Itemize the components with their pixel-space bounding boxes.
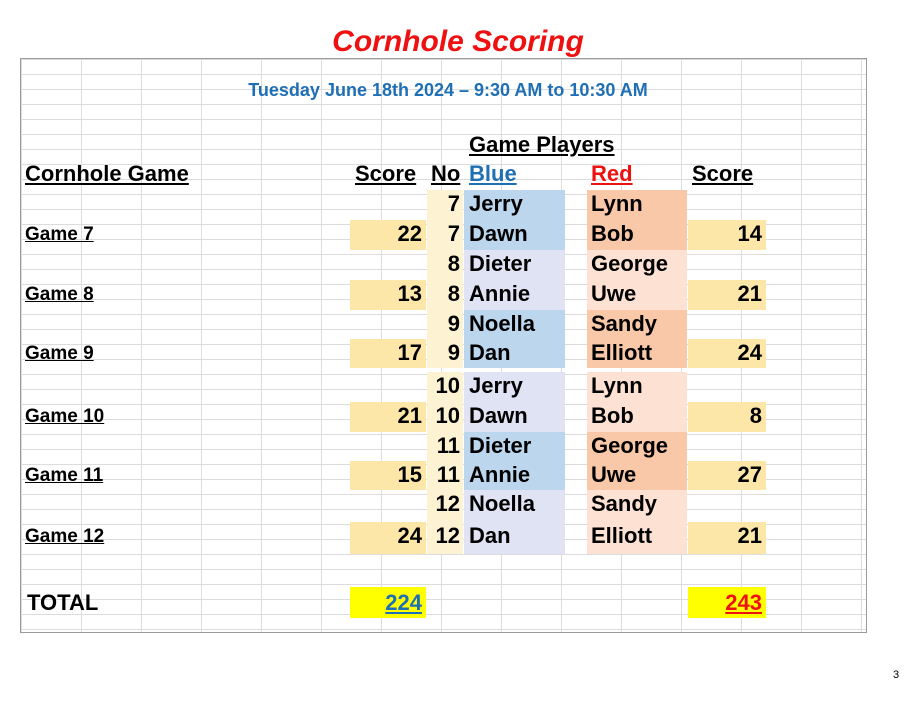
game-number: 7 [447,191,460,216]
total-label: TOTAL [27,590,99,615]
red-score-fill [688,220,766,250]
red-players-fill [587,250,687,310]
blue-player: Dawn [469,403,528,428]
score-left-header: Score [355,161,417,186]
game-label: Game 12 [25,526,105,547]
blue-player: Dan [469,523,511,548]
game-number: 12 [435,523,460,548]
red-score-fill [688,402,766,432]
blue-player: Dieter [469,251,532,276]
game-number: 9 [447,311,460,336]
game-label: Game 11 [25,465,104,486]
no-fill [427,490,463,554]
red-score-fill [688,461,766,490]
blue-score: 21 [397,403,422,428]
blue-player: Jerry [469,373,523,398]
blue-player: Annie [469,281,531,306]
no-fill [427,310,463,368]
blue-header: Blue [469,161,517,186]
blue-player: Dawn [469,221,528,246]
blue-score-fill [350,220,426,250]
total-red-score: 243 [725,590,762,615]
no-fill [427,190,463,250]
game-number: 11 [436,433,460,458]
red-score: 8 [749,403,762,428]
red-score: 21 [737,281,762,306]
red-player: Lynn [591,373,643,398]
blue-players-fill [464,310,565,368]
no-fill [427,432,463,490]
red-player: Bob [591,221,634,246]
game-number: 10 [435,373,460,398]
blue-score-fill [350,522,426,554]
red-score: 24 [737,340,762,365]
cornhole-game-header: Cornhole Game [25,161,189,186]
red-score: 27 [737,462,762,487]
page-title: Cornhole Scoring [332,25,584,58]
blue-player: Noella [469,311,536,336]
red-header: Red [591,161,633,186]
blue-player: Noella [469,491,536,516]
blue-player: Annie [469,462,531,487]
page-number: 3 [893,669,900,681]
blue-player: Jerry [469,191,523,216]
score-right-header: Score [692,161,754,186]
total-red-fill [688,587,766,618]
red-players-fill [587,490,687,554]
blue-score: 17 [397,340,422,365]
red-player: Lynn [591,191,643,216]
blue-score: 24 [397,523,422,548]
blue-players-fill [464,190,565,250]
game-label: Game 10 [25,406,105,427]
red-score: 14 [737,221,762,246]
blue-players-fill [464,432,565,490]
blue-score: 13 [397,281,422,306]
no-header: No [431,161,461,186]
red-score-fill [688,522,766,554]
game-number: 12 [435,491,460,516]
blue-players-fill [464,490,565,554]
blue-player: Dan [469,340,511,365]
red-score: 21 [737,523,762,548]
red-players-fill [587,310,687,368]
red-score-fill [688,339,766,368]
blue-score: 22 [397,221,422,246]
red-score-fill [688,280,766,310]
game-players-header: Game Players [469,132,615,157]
blue-score-fill [350,461,426,490]
total-blue-fill [350,587,426,618]
date-line: Tuesday June 18th 2024 – 9:30 AM to 10:3… [248,80,648,100]
total-blue-score: 224 [385,590,422,615]
red-player: George [591,251,669,276]
no-fill [427,250,463,310]
blue-score-fill [350,339,426,368]
red-player: Elliott [591,523,653,548]
red-players-fill [587,432,687,490]
blue-score: 15 [397,462,422,487]
game-number: 8 [447,281,460,306]
game-label: Game 7 [25,224,94,245]
game-number: 9 [447,340,460,365]
red-player: Sandy [591,311,658,336]
red-players-fill [587,190,687,250]
game-number: 8 [447,251,460,276]
blue-player: Dieter [469,433,532,458]
blue-score-fill [350,280,426,310]
game-number: 11 [436,462,460,487]
blue-players-fill [464,372,565,432]
red-player: Uwe [591,462,637,487]
red-player: Uwe [591,281,637,306]
red-player: Bob [591,403,634,428]
red-players-fill [587,372,687,432]
game-label: Game 9 [25,343,94,364]
red-player: Sandy [591,491,658,516]
red-player: George [591,433,669,458]
game-number: 7 [447,221,460,246]
red-player: Elliott [591,340,653,365]
blue-players-fill [464,250,565,310]
game-label: Game 8 [25,284,94,305]
blue-score-fill [350,402,426,432]
no-fill [427,372,463,432]
game-number: 10 [435,403,460,428]
